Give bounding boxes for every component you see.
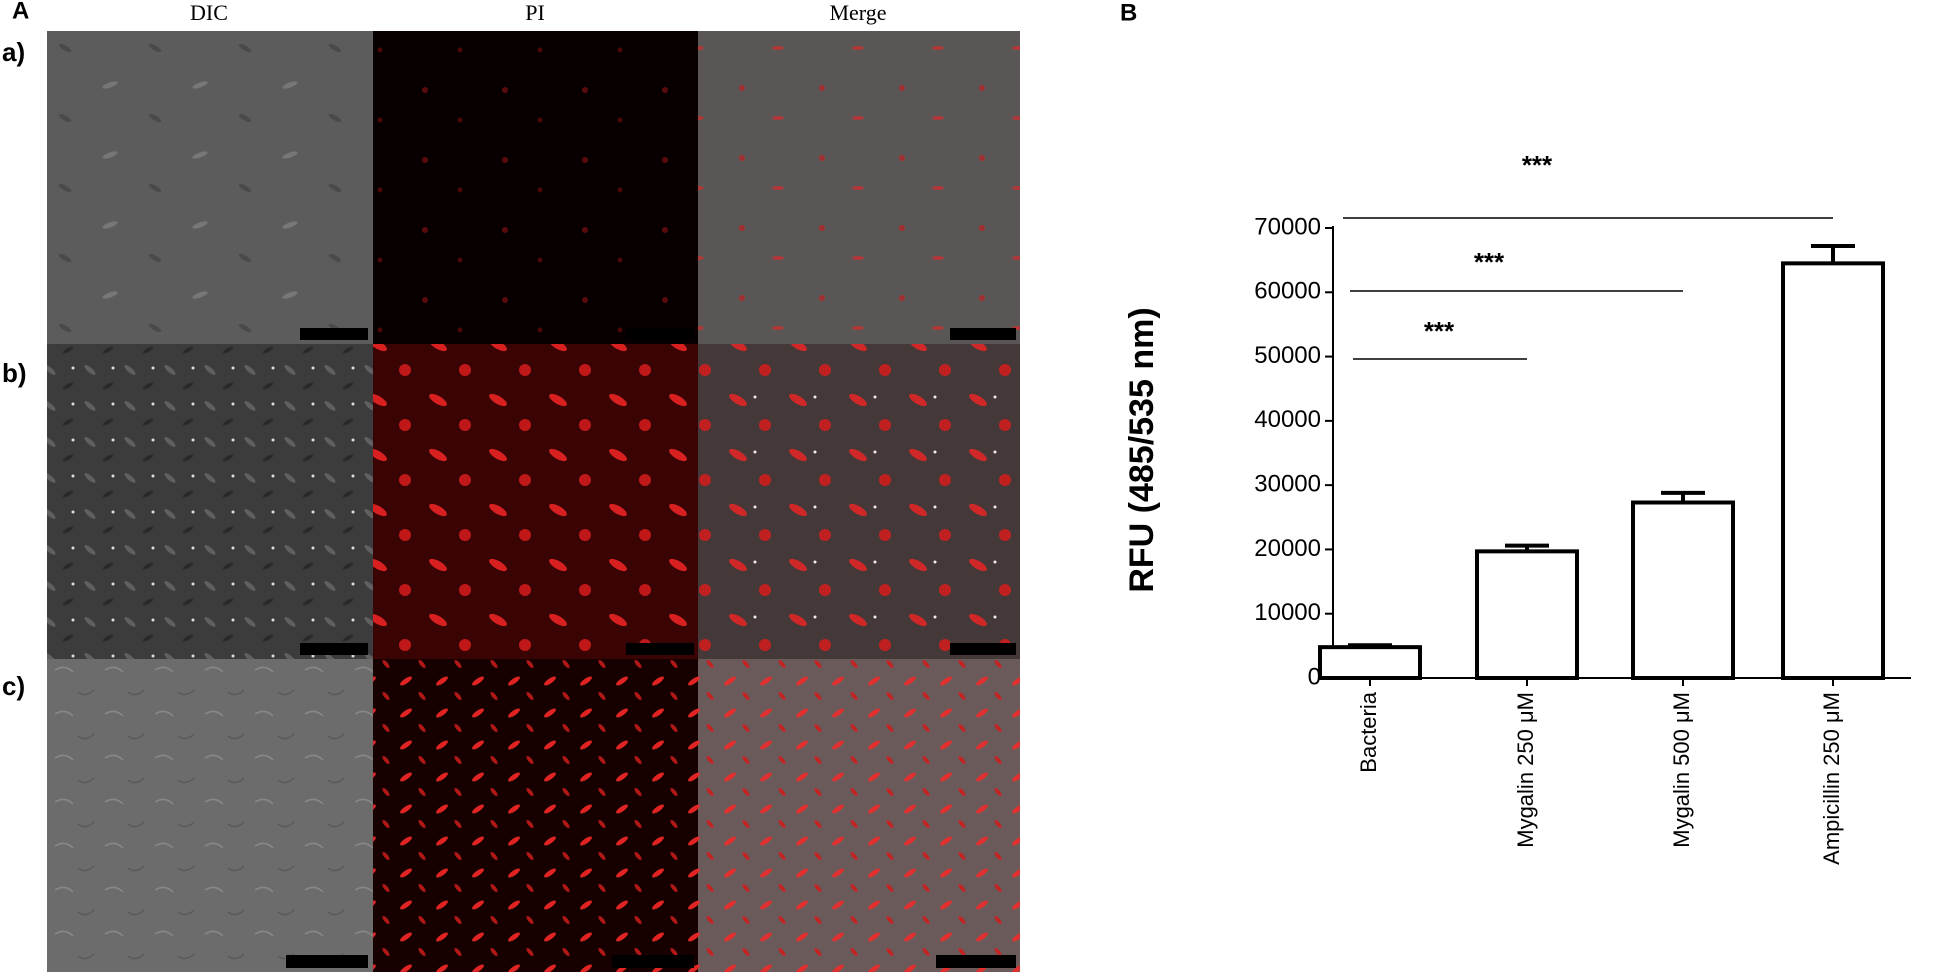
micrograph xyxy=(47,344,373,659)
bar xyxy=(1318,645,1422,681)
panel-label: A xyxy=(12,0,29,24)
x-tick-label: Mygalin 500 μM xyxy=(1669,692,1694,848)
row-label: b) xyxy=(2,358,27,388)
y-axis-label: RFU (485/535 nm) xyxy=(1123,307,1161,592)
micrograph xyxy=(698,344,1020,659)
micrograph xyxy=(698,31,1020,344)
micrograph xyxy=(47,31,373,344)
y-tick-label: 40000 xyxy=(1254,406,1321,433)
y-tick-label: 20000 xyxy=(1254,535,1321,562)
column-header: Merge xyxy=(829,0,886,25)
significance-label: *** xyxy=(1424,316,1455,346)
micrograph xyxy=(373,344,698,659)
significance-label: *** xyxy=(1474,247,1505,277)
micrograph xyxy=(373,659,698,972)
bar xyxy=(1475,549,1579,680)
scale-bars xyxy=(286,328,1016,968)
bar xyxy=(1781,261,1885,680)
x-tick-label: Mygalin 250 μM xyxy=(1513,692,1538,848)
row-label: c) xyxy=(2,671,25,701)
y-tick-label: 60000 xyxy=(1254,278,1321,305)
micrograph xyxy=(373,31,698,344)
significance-label: *** xyxy=(1522,150,1553,180)
panel-label: B xyxy=(1120,0,1137,26)
bar xyxy=(1631,500,1735,680)
column-header: PI xyxy=(525,0,545,25)
micrograph xyxy=(698,659,1020,972)
y-tick-label: 30000 xyxy=(1254,470,1321,497)
micrographs xyxy=(47,31,1020,972)
y-tick-label: 70000 xyxy=(1254,213,1321,240)
column-header: DIC xyxy=(190,0,228,25)
row-label: a) xyxy=(2,37,25,67)
y-tick-label: 0 xyxy=(1308,663,1321,690)
x-tick-label: Ampicillin 250 μM xyxy=(1819,692,1844,865)
y-tick-label: 10000 xyxy=(1254,599,1321,626)
micrograph xyxy=(47,659,373,972)
x-tick-label: Bacteria xyxy=(1356,691,1381,772)
y-tick-label: 50000 xyxy=(1254,342,1321,369)
